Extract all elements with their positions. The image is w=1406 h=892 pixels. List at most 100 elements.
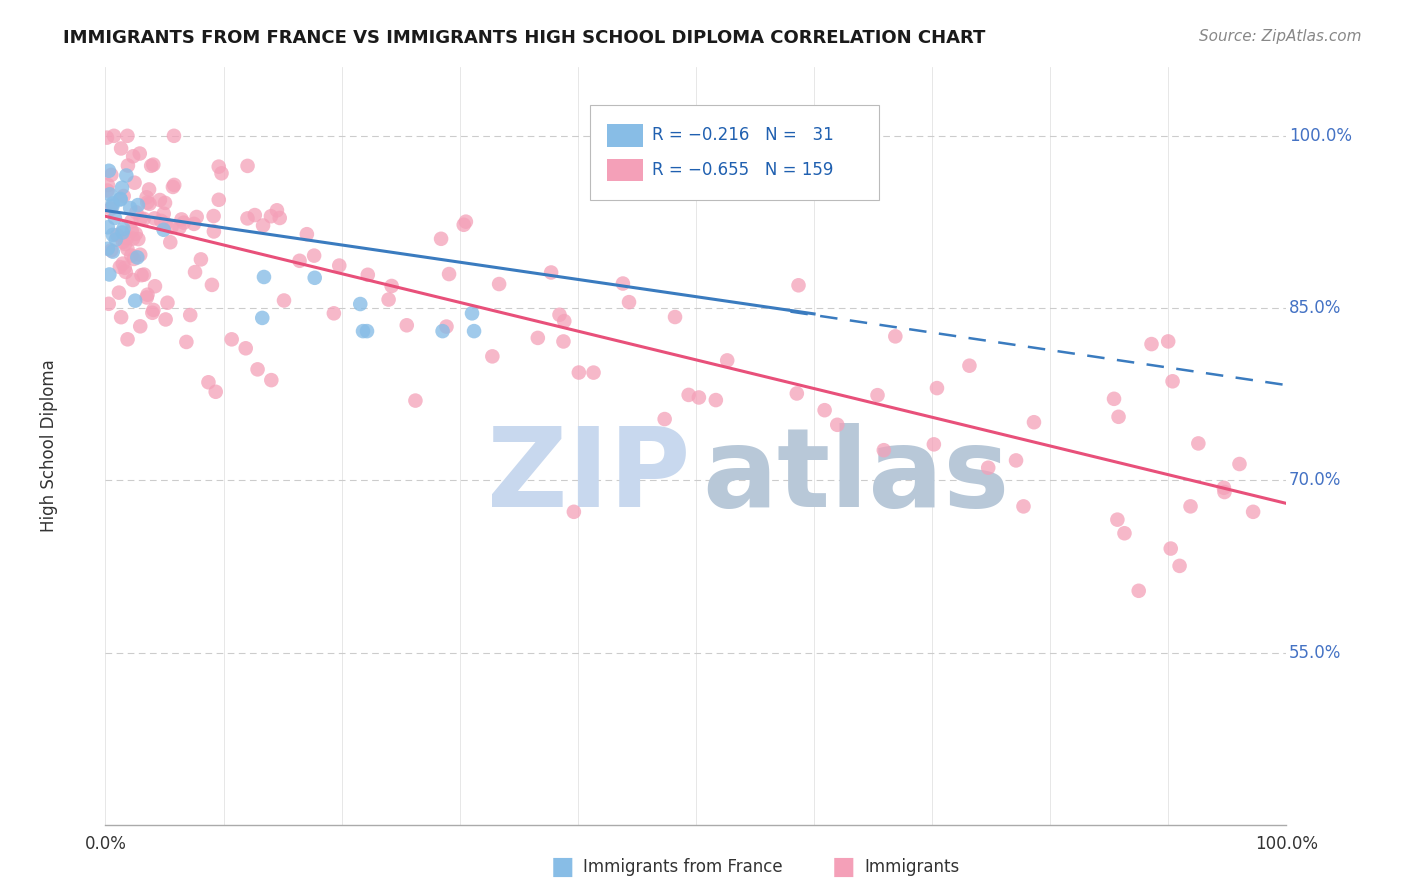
Point — [1180, 500, 1202, 514]
Point — [125, 205, 148, 219]
Point — [260, 373, 283, 387]
Point — [97, 178, 120, 193]
FancyBboxPatch shape — [607, 124, 643, 146]
Point — [548, 308, 571, 322]
Point — [101, 227, 124, 242]
Point — [121, 224, 143, 238]
Point — [977, 460, 1000, 475]
Point — [135, 190, 157, 204]
Point — [173, 216, 195, 230]
Point — [155, 312, 177, 326]
Point — [252, 310, 274, 325]
Point — [1005, 453, 1028, 467]
Point — [201, 277, 224, 292]
Text: ■: ■ — [832, 855, 855, 879]
Point — [136, 287, 159, 301]
Point — [143, 211, 166, 226]
Point — [138, 196, 160, 211]
Point — [110, 310, 132, 325]
Point — [110, 141, 132, 155]
Point — [357, 268, 380, 282]
Point — [129, 319, 152, 334]
Point — [959, 359, 981, 373]
Point — [273, 293, 295, 308]
Point — [152, 207, 174, 221]
Point — [176, 334, 198, 349]
Point — [481, 350, 503, 364]
Text: R = −0.655   N = 159: R = −0.655 N = 159 — [652, 161, 834, 179]
Point — [96, 184, 118, 198]
Point — [204, 384, 226, 399]
Point — [463, 324, 485, 338]
Point — [97, 163, 120, 178]
Point — [733, 180, 755, 194]
Text: ■: ■ — [551, 855, 574, 879]
Point — [141, 306, 163, 320]
Point — [121, 273, 143, 287]
Point — [211, 166, 233, 180]
Point — [236, 211, 259, 226]
Point — [1229, 457, 1251, 471]
Point — [104, 211, 127, 225]
Point — [922, 437, 945, 451]
Point — [253, 270, 276, 285]
Point — [101, 199, 124, 213]
Point — [236, 159, 259, 173]
Point — [202, 224, 225, 238]
Text: 70.0%: 70.0% — [1289, 472, 1341, 490]
Point — [266, 203, 288, 218]
Point — [111, 226, 134, 240]
Point — [304, 270, 326, 285]
Text: 85.0%: 85.0% — [1289, 299, 1341, 318]
Point — [454, 214, 477, 228]
Point — [582, 366, 605, 380]
Point — [190, 252, 212, 267]
Point — [208, 193, 231, 207]
Point — [197, 376, 219, 390]
Point — [295, 227, 318, 242]
Point — [553, 314, 575, 328]
Point — [884, 329, 907, 343]
Point — [540, 265, 562, 279]
Point — [111, 235, 134, 249]
Point — [100, 202, 122, 216]
Point — [162, 180, 184, 194]
Point — [1212, 481, 1234, 495]
Text: 55.0%: 55.0% — [1289, 644, 1341, 662]
Point — [114, 260, 136, 275]
Point — [150, 214, 173, 228]
Point — [170, 212, 193, 227]
Point — [159, 235, 181, 250]
Point — [111, 256, 134, 270]
Point — [100, 244, 122, 258]
Point — [155, 217, 177, 231]
Point — [716, 353, 738, 368]
Point — [432, 324, 454, 338]
Point — [246, 362, 269, 376]
Point — [183, 217, 205, 231]
Point — [302, 249, 325, 263]
Point — [100, 168, 122, 182]
Point — [117, 332, 139, 346]
Point — [688, 391, 710, 405]
Point — [352, 324, 374, 338]
Point — [105, 228, 128, 243]
FancyBboxPatch shape — [589, 105, 879, 200]
Point — [404, 393, 426, 408]
Point — [98, 187, 121, 202]
Point — [97, 242, 120, 256]
Point — [612, 277, 634, 291]
Point — [786, 386, 808, 401]
Point — [1168, 558, 1191, 573]
Point — [120, 248, 142, 262]
Point — [132, 211, 155, 226]
Point — [664, 310, 686, 324]
Point — [101, 244, 124, 259]
Point — [704, 393, 727, 408]
Point — [787, 278, 810, 293]
Point — [208, 160, 231, 174]
Point — [153, 195, 176, 210]
Point — [430, 232, 453, 246]
Point — [437, 267, 460, 281]
Point — [453, 218, 475, 232]
